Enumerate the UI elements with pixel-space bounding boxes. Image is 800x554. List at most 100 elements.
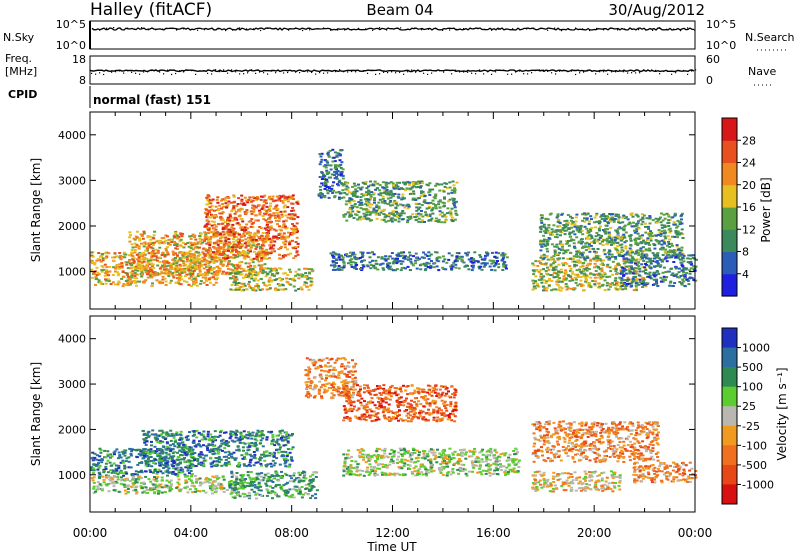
echo-cell (593, 256, 596, 259)
echo-cell (142, 230, 146, 233)
echo-cell (607, 217, 610, 220)
echo-cell (667, 253, 671, 256)
echo-cell (542, 275, 546, 278)
echo-cell (574, 253, 578, 256)
echo-cell (395, 201, 399, 204)
echo-cell (649, 257, 653, 260)
echo-cell (179, 238, 183, 241)
echo-cell (542, 240, 546, 243)
echo-cell (450, 189, 454, 192)
echo-region-6 (329, 251, 509, 272)
echo-cell (216, 201, 220, 204)
echo-cell (205, 242, 209, 245)
echo-cell (591, 280, 595, 282)
echo-cell (555, 272, 559, 275)
echo-cell (191, 272, 194, 275)
echo-cell (253, 277, 257, 280)
echo-cell (364, 180, 368, 183)
echo-cell (663, 232, 667, 235)
echo-cell (542, 279, 546, 282)
echo-cell (678, 252, 682, 254)
echo-cell (608, 213, 612, 215)
echo-cell (608, 266, 612, 269)
nsearch-dot (582, 28, 584, 30)
echo-cell (566, 224, 570, 227)
echo-cell (216, 243, 220, 246)
echo-cell (337, 265, 341, 267)
echo-cell (568, 279, 572, 282)
echo-cell (205, 214, 209, 216)
nsearch-dot (519, 29, 521, 31)
echo-cell (565, 288, 569, 291)
echo-cell (203, 258, 207, 261)
echo-cell (186, 469, 190, 472)
echo-cell (480, 258, 484, 261)
echo-cell (318, 194, 321, 197)
echo-cell (542, 289, 545, 292)
echo-cell (331, 160, 335, 163)
echo-cell (280, 288, 284, 291)
echo-cell (184, 466, 188, 469)
echo-cell (286, 253, 290, 256)
echo-cell (571, 260, 575, 263)
echo-cell (385, 186, 389, 188)
echo-cell (563, 226, 567, 229)
echo-cell (585, 269, 589, 272)
echo-cell (414, 182, 418, 185)
echo-cell (666, 222, 670, 225)
echo-cell (268, 216, 272, 219)
echo-cell (535, 269, 539, 272)
echo-cell (350, 258, 354, 261)
echo-cell (239, 207, 243, 210)
echo-cell (599, 215, 603, 218)
echo-cell (345, 185, 349, 188)
echo-cell (589, 241, 593, 244)
echo-cell (354, 262, 358, 264)
echo-cell (213, 273, 217, 276)
echo-cell (204, 271, 208, 274)
echo-cell (144, 249, 148, 252)
echo-cell (266, 221, 270, 224)
echo-cell (307, 268, 311, 271)
echo-cell (360, 255, 364, 258)
echo-cell (290, 209, 294, 212)
echo-cell (255, 197, 259, 200)
nave-dot (207, 72, 209, 74)
echo-cell (615, 248, 619, 251)
echo-cell (358, 267, 362, 270)
echo-cell (249, 246, 253, 249)
echo-cell (680, 283, 684, 286)
echo-cell (201, 263, 205, 266)
echo-cell (249, 199, 253, 201)
echo-cell (411, 181, 415, 184)
nsearch-dot (694, 29, 696, 31)
echo-cell (673, 282, 677, 285)
echo-cell (241, 285, 245, 288)
echo-cell (400, 251, 403, 254)
nsearch-dot (295, 27, 297, 29)
echo-cell (666, 270, 670, 273)
echo-cell (406, 219, 410, 222)
echo-cell (595, 220, 599, 223)
echo-cell (544, 229, 548, 232)
echo-cell (563, 249, 567, 252)
echo-cell (252, 289, 256, 292)
echo-cell (662, 241, 666, 244)
echo-cell (123, 466, 127, 469)
echo-cell (180, 458, 184, 461)
echo-cell (317, 193, 321, 196)
echo-cell (584, 280, 588, 283)
echo-cell (616, 284, 620, 287)
echo-cell (271, 247, 275, 250)
echo-cell (631, 277, 635, 280)
echo-cell (449, 210, 453, 213)
echo-cell (319, 196, 323, 199)
echo-cell (641, 286, 645, 288)
echo-cell (180, 268, 184, 271)
echo-cell (662, 258, 666, 261)
echo-cell (221, 203, 225, 205)
echo-cell (406, 207, 410, 210)
nsearch-dot (512, 28, 514, 30)
echo-cell (218, 269, 222, 272)
echo-cell (121, 285, 125, 288)
